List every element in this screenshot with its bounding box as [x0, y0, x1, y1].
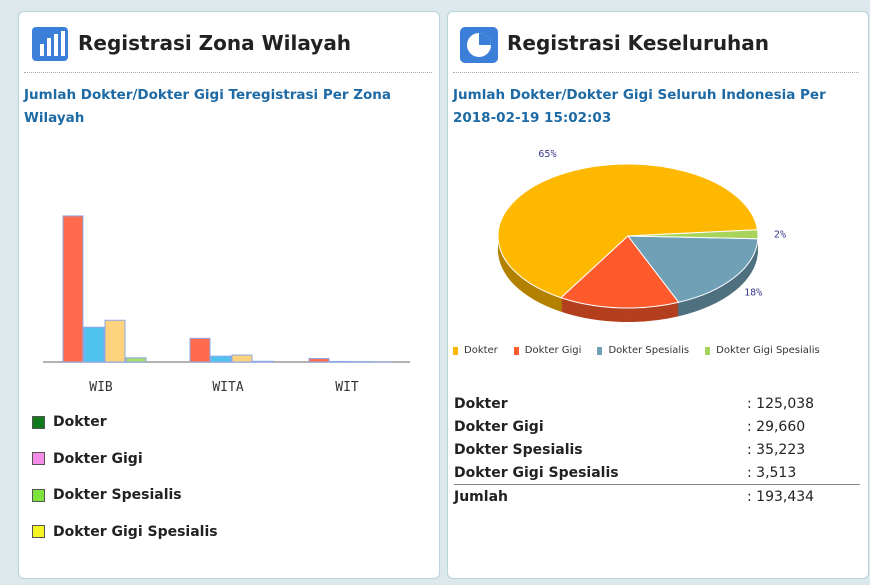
legend-label: Dokter Gigi — [53, 450, 143, 467]
bar — [252, 360, 274, 363]
legend-swatch — [32, 415, 45, 429]
table-row: Dokter Gigi : 29,660 — [454, 415, 860, 438]
row-value: : 125,038 — [747, 395, 815, 412]
divider — [24, 72, 432, 73]
table-row: Jumlah : 193,434 — [454, 484, 860, 508]
legend-swatch — [513, 346, 519, 355]
bar — [210, 355, 232, 363]
table-row: Dokter Gigi Spesialis : 3,513 — [454, 461, 860, 484]
pie-slice — [627, 229, 759, 240]
legend-item: Dokter — [32, 404, 218, 441]
bar — [104, 319, 126, 363]
legend-label: Dokter Spesialis — [53, 487, 182, 504]
row-label: Dokter Gigi Spesialis — [454, 464, 619, 481]
pie-slice — [497, 163, 759, 299]
legend-swatch — [32, 525, 45, 539]
pie-label: 2% — [774, 230, 786, 241]
pie-legend: Dokter Dokter Gigi Dokter Spesialis Dokter … — [453, 345, 836, 356]
chart-title: Jumlah Dokter/Dokter Gigi Teregistrasi P… — [24, 87, 392, 126]
panel-title: Registrasi Keseluruhan — [507, 31, 770, 55]
legend-label: Dokter Gigi Spesialis — [53, 523, 218, 540]
panel-title: Registrasi Zona Wilayah — [78, 31, 352, 55]
x-tick-label: WIT — [335, 380, 359, 395]
row-value: : 29,660 — [747, 418, 806, 435]
legend-item: Dokter Spesialis — [32, 477, 218, 514]
legend-item: Dokter Gigi Spesialis — [705, 345, 820, 356]
row-value: : 35,223 — [747, 441, 806, 458]
pie-slice — [626, 235, 759, 303]
table-row: Dokter : 125,038 — [454, 392, 860, 415]
legend-swatch — [32, 452, 45, 466]
bar — [62, 215, 84, 363]
bar — [125, 357, 147, 363]
bar-legend: Dokter Dokter Gigi Dokter Spesialis Dokter … — [32, 404, 218, 550]
summary-table: Dokter: 125,038 Dokter Gigi: 29,660 Dokter… — [454, 392, 860, 508]
legend-item: Dokter — [453, 345, 498, 356]
chart-title: Jumlah Dokter/Dokter Gigi Seluruh Indone… — [453, 87, 826, 126]
icon-pie — [460, 27, 498, 63]
legend-swatch — [705, 346, 711, 355]
table-row: Dokter Spesialis : 35,223 — [454, 438, 860, 461]
bar — [189, 337, 211, 363]
legend-item: Dokter Gigi — [513, 345, 582, 356]
bar — [329, 360, 351, 363]
legend-label: Dokter Spesialis — [608, 345, 690, 356]
legend-item: Dokter Gigi Spesialis — [32, 514, 218, 551]
legend-label: Dokter Gigi — [524, 345, 582, 356]
row-label: Jumlah — [454, 488, 508, 505]
panel-zona — [18, 11, 440, 579]
bar — [308, 358, 330, 363]
legend-label: Dokter Gigi Spesialis — [716, 345, 820, 356]
legend-item: Dokter Spesialis — [597, 345, 689, 356]
divider — [453, 72, 859, 73]
icon-bar — [32, 27, 68, 61]
pie-slice — [560, 235, 680, 309]
legend-swatch — [453, 346, 458, 355]
legend-swatch — [597, 346, 603, 355]
bar — [231, 354, 253, 363]
x-tick-label: WITA — [212, 380, 243, 395]
row-value: : 3,513 — [747, 464, 797, 481]
legend-label: Dokter — [53, 414, 107, 431]
pie-label: 18% — [744, 288, 762, 299]
row-value: : 193,434 — [747, 488, 815, 505]
legend-item: Dokter Gigi — [32, 441, 218, 478]
legend-label: Dokter — [464, 345, 498, 356]
row-label: Dokter Gigi — [454, 418, 544, 435]
row-label: Dokter — [454, 395, 508, 412]
bar — [83, 326, 105, 363]
x-tick-label: WIB — [89, 380, 113, 395]
row-label: Dokter Spesialis — [454, 441, 583, 458]
pie-label: 65% — [538, 149, 556, 160]
legend-swatch — [32, 488, 45, 502]
